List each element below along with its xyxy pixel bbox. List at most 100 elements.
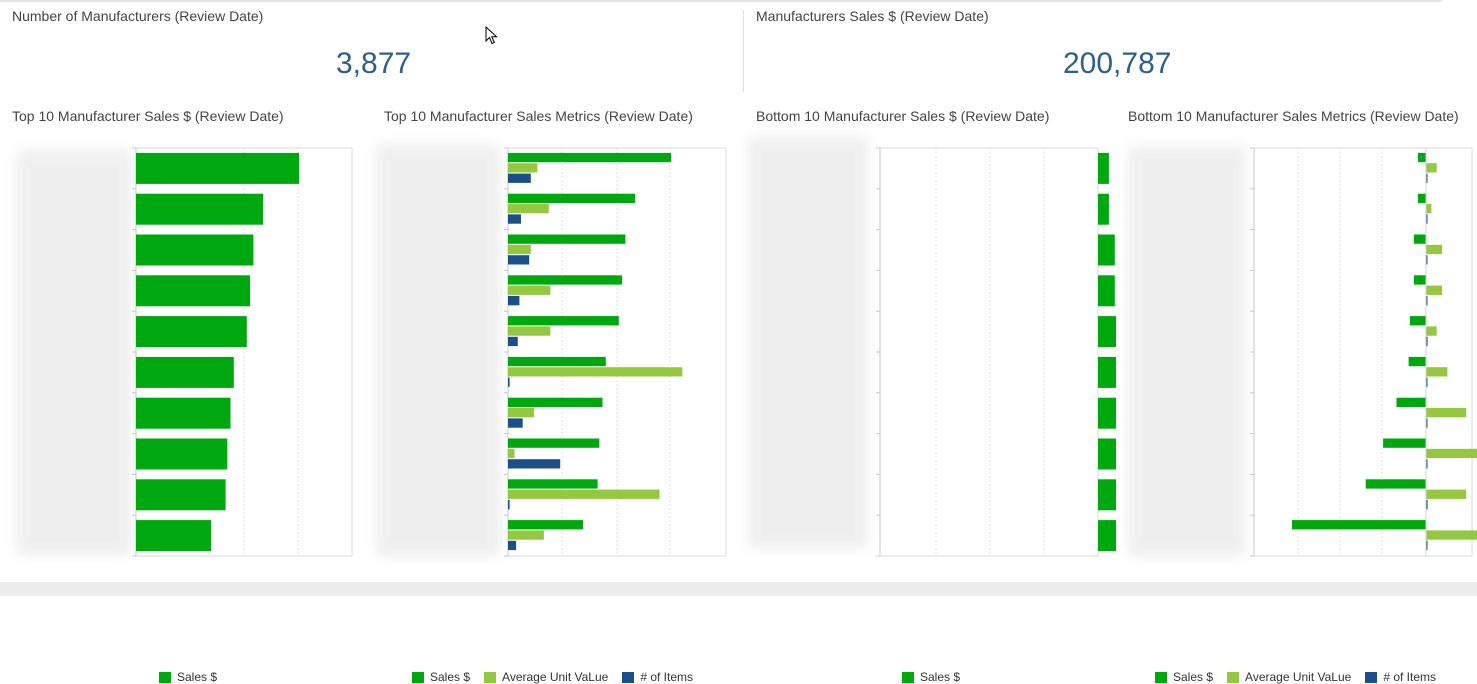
bar-average-unit-value-8 <box>1426 489 1467 499</box>
bar--of-items-6 <box>1426 418 1428 428</box>
bar-average-unit-value-6 <box>508 408 535 418</box>
legend-swatch-items <box>622 671 635 683</box>
kpi-manufacturers-sales[interactable]: Manufacturers Sales $ (Review Date) 200,… <box>744 2 1477 92</box>
panel-bottom10-metrics[interactable]: Bottom 10 Manufacturer Sales Metrics (Re… <box>1116 100 1477 684</box>
bar-sales--1 <box>508 193 636 203</box>
panel-title: Top 10 Manufacturer Sales $ (Review Date… <box>12 108 284 124</box>
bar-sales--9 <box>508 520 583 530</box>
bar-average-unit-value-8 <box>508 489 660 499</box>
kpi-title: Manufacturers Sales $ (Review Date) <box>756 8 989 24</box>
legend-item-avg-unit[interactable]: Average Unit VaLue <box>484 670 608 684</box>
legend-label-sales: Sales $ <box>177 670 218 684</box>
bar-average-unit-value-1 <box>508 204 549 214</box>
legend-swatch-sales <box>159 671 171 683</box>
bar-average-unit-value-7 <box>1426 448 1477 459</box>
legend: Sales $ <box>902 670 960 684</box>
bar--of-items-3 <box>1426 296 1428 306</box>
bar-sales--2 <box>136 234 254 266</box>
bar-sales--0 <box>508 152 671 163</box>
legend-item-sales[interactable]: Sales $ <box>902 670 960 684</box>
bar-average-unit-value-1 <box>1426 204 1432 214</box>
bar-average-unit-value-2 <box>1426 244 1443 255</box>
panel-top10-metrics[interactable]: Top 10 Manufacturer Sales Metrics (Revie… <box>372 100 744 684</box>
bar--of-items-8 <box>1426 500 1428 510</box>
legend-label-items: # of Items <box>640 670 694 684</box>
top10-metrics-chart <box>504 147 727 557</box>
legend-label-avg-unit: Average Unit VaLue <box>502 670 609 684</box>
bar-average-unit-value-5 <box>508 367 683 377</box>
bar-average-unit-value-0 <box>1426 163 1437 173</box>
bar-sales--3 <box>1098 275 1115 307</box>
panel-title: Top 10 Manufacturer Sales Metrics (Revie… <box>384 108 693 124</box>
bar-sales--0 <box>1098 152 1109 184</box>
bar-sales--0 <box>1418 152 1426 163</box>
legend-item-items[interactable]: # of Items <box>622 670 693 684</box>
legend-label-sales: Sales $ <box>920 670 961 684</box>
legend: Sales $ Average Unit VaLue # of Items <box>1155 670 1436 684</box>
bar-sales--5 <box>1408 356 1426 367</box>
bar--of-items-0 <box>1426 173 1428 183</box>
bottom10-metrics-chart <box>1250 147 1477 557</box>
legend-label-avg-unit: Average Unit VaLue <box>1245 670 1352 684</box>
bar--of-items-7 <box>508 459 561 469</box>
legend-item-sales[interactable]: Sales $ <box>412 670 470 684</box>
bar-sales--4 <box>136 316 247 348</box>
footer-band <box>0 582 1477 596</box>
blurred-category-labels <box>376 144 500 556</box>
bar--of-items-2 <box>508 255 530 265</box>
legend-item-avg-unit[interactable]: Average Unit VaLue <box>1227 670 1351 684</box>
bar-sales--5 <box>136 356 234 388</box>
bar-average-unit-value-9 <box>1426 530 1477 540</box>
legend: Sales $ <box>159 670 217 684</box>
blurred-category-labels <box>16 150 132 555</box>
bar--of-items-9 <box>508 540 517 551</box>
bar-average-unit-value-4 <box>508 326 551 336</box>
bar-average-unit-value-3 <box>1426 285 1443 295</box>
legend-swatch-sales <box>902 671 914 683</box>
top-divider-line <box>0 0 1442 2</box>
bar-sales--3 <box>508 275 623 285</box>
legend-item-sales[interactable]: Sales $ <box>159 670 217 684</box>
bar-sales--6 <box>136 397 231 429</box>
bar-sales--9 <box>1292 520 1426 530</box>
bar-sales--3 <box>1413 275 1426 285</box>
bar--of-items-9 <box>1426 540 1428 551</box>
bar-average-unit-value-5 <box>1426 367 1448 377</box>
bar-sales--4 <box>1409 316 1426 326</box>
bar--of-items-4 <box>508 336 518 347</box>
bar-sales--5 <box>508 356 606 367</box>
bar-average-unit-value-6 <box>1426 408 1467 418</box>
panel-bottom10-sales[interactable]: Bottom 10 Manufacturer Sales $ (Review D… <box>744 100 1116 684</box>
legend-swatch-sales <box>412 671 424 683</box>
mouse-pointer-icon <box>485 26 498 45</box>
bar-sales--3 <box>136 275 251 307</box>
bar--of-items-7 <box>1426 459 1428 469</box>
bar-sales--1 <box>1418 193 1426 203</box>
legend-label-sales: Sales $ <box>1173 670 1214 684</box>
bar-sales--8 <box>1098 479 1116 511</box>
kpi-number-of-manufacturers[interactable]: Number of Manufacturers (Review Date) 3,… <box>0 2 743 92</box>
bar-sales--7 <box>1383 438 1426 448</box>
bar-average-unit-value-7 <box>508 448 515 459</box>
bar-sales--7 <box>508 438 600 448</box>
bar--of-items-4 <box>1426 336 1428 347</box>
bar-sales--7 <box>136 438 228 470</box>
panel-top10-sales[interactable]: Top 10 Manufacturer Sales $ (Review Date… <box>0 100 372 684</box>
legend-label-items: # of Items <box>1383 670 1437 684</box>
legend-item-sales[interactable]: Sales $ <box>1155 670 1213 684</box>
bar-sales--0 <box>136 152 299 184</box>
kpi-value: 200,787 <box>1063 47 1172 80</box>
bottom10-sales-chart <box>876 147 1116 557</box>
kpi-title: Number of Manufacturers (Review Date) <box>12 8 264 24</box>
bar--of-items-5 <box>508 377 510 387</box>
legend-label-sales: Sales $ <box>430 670 471 684</box>
bar-sales--2 <box>508 234 626 244</box>
legend-swatch-items <box>1365 671 1378 683</box>
blurred-category-labels <box>748 136 868 548</box>
panel-title: Bottom 10 Manufacturer Sales Metrics (Re… <box>1128 108 1459 124</box>
top10-sales-chart <box>132 147 353 557</box>
legend-item-items[interactable]: # of Items <box>1365 670 1436 684</box>
bar--of-items-0 <box>508 173 531 183</box>
legend: Sales $ Average Unit VaLue # of Items <box>412 670 693 684</box>
bar--of-items-1 <box>508 214 521 224</box>
